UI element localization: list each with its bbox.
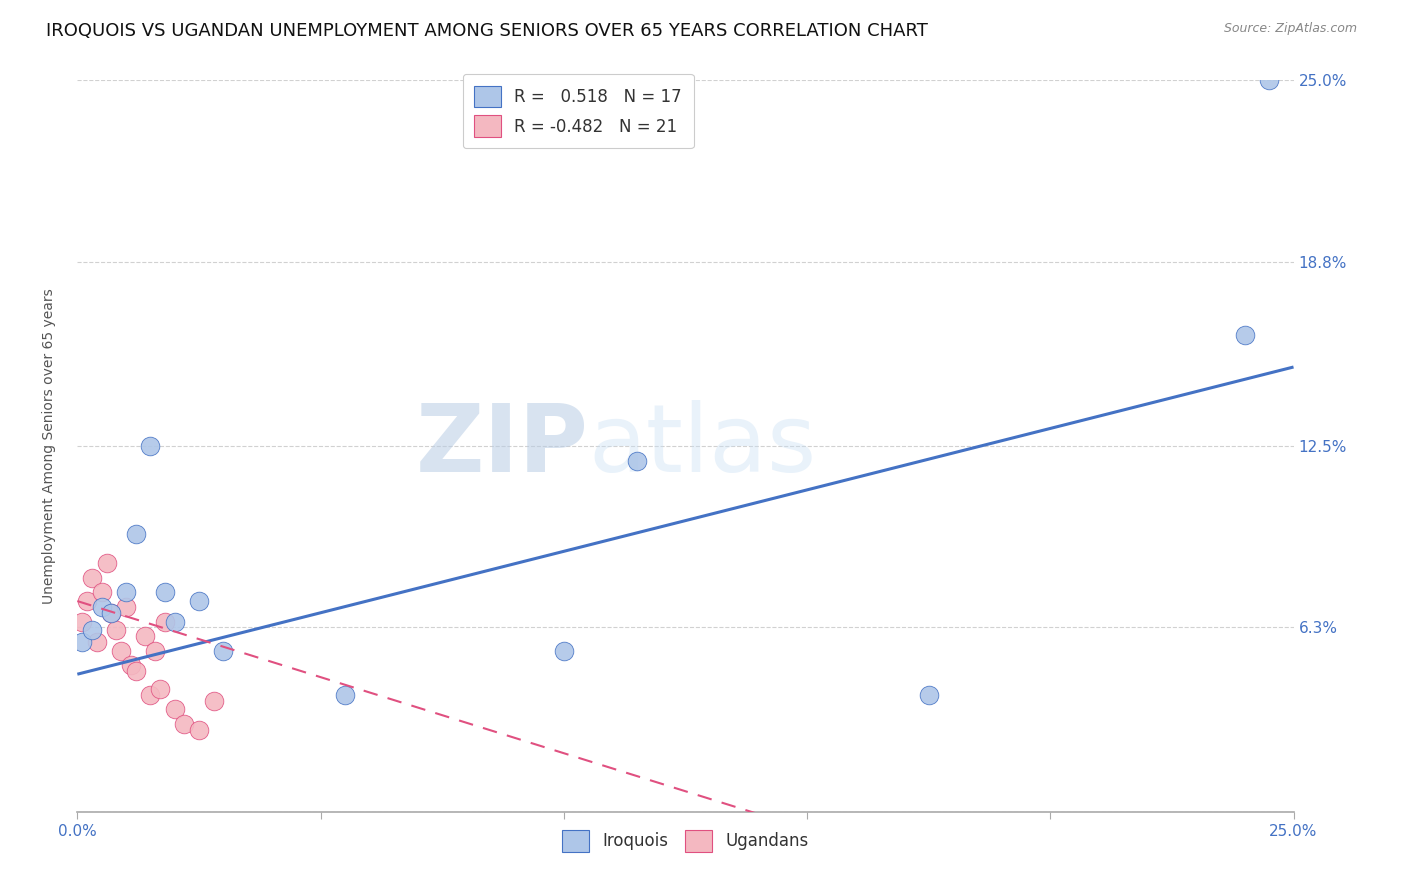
Point (333, 688, 356, 702)
Point (202, 693, 225, 707)
Point (139, 439, 162, 453)
Text: ZIP: ZIP (415, 400, 588, 492)
Point (100, 606, 122, 620)
Point (76, 594, 98, 608)
Point (188, 594, 211, 608)
Point (163, 702, 186, 716)
Point (115, 585, 138, 599)
Point (212, 644, 235, 658)
Point (80, 624, 103, 638)
Point (918, 688, 941, 702)
Point (90, 599, 112, 614)
Point (134, 629, 156, 643)
Point (153, 585, 176, 599)
Point (149, 681, 172, 696)
Text: Source: ZipAtlas.com: Source: ZipAtlas.com (1223, 22, 1357, 36)
Point (115, 599, 138, 614)
Point (1233, 327, 1256, 342)
Point (163, 615, 186, 629)
Point (173, 717, 195, 731)
Point (626, 453, 648, 467)
Point (1258, 73, 1281, 87)
Point (80, 571, 103, 585)
Point (100, 606, 122, 620)
Point (110, 644, 132, 658)
Point (125, 526, 148, 541)
Point (105, 624, 128, 638)
Point (143, 644, 166, 658)
Point (96, 556, 118, 570)
Point (86, 635, 108, 649)
Point (70, 635, 93, 649)
Point (139, 688, 162, 702)
Text: IROQUOIS VS UGANDAN UNEMPLOYMENT AMONG SENIORS OVER 65 YEARS CORRELATION CHART: IROQUOIS VS UGANDAN UNEMPLOYMENT AMONG S… (46, 22, 928, 40)
Point (125, 665, 148, 679)
Text: atlas: atlas (588, 400, 817, 492)
Legend: Iroquois, Ugandans: Iroquois, Ugandans (555, 823, 815, 858)
Point (553, 644, 575, 658)
Point (70, 615, 93, 629)
Point (90, 585, 112, 599)
Point (153, 615, 176, 629)
Point (120, 658, 142, 673)
Y-axis label: Unemployment Among Seniors over 65 years: Unemployment Among Seniors over 65 years (42, 288, 56, 604)
Point (188, 723, 211, 737)
